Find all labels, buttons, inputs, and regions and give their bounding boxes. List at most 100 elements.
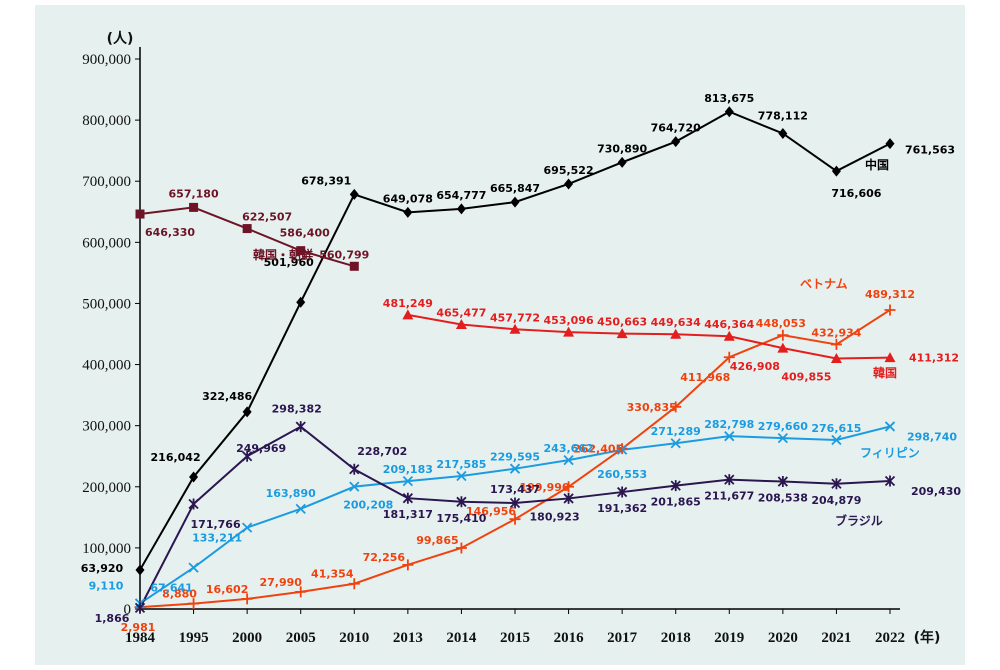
- marker-star: [617, 486, 628, 498]
- marker-x: [242, 522, 253, 533]
- marker-x: [670, 438, 681, 449]
- data-label: 133,211: [192, 532, 242, 545]
- data-label: 229,595: [490, 451, 540, 464]
- y-tick-label: 200,000: [82, 480, 131, 496]
- marker-diamond: [885, 138, 895, 150]
- data-label: 173,437: [490, 483, 540, 496]
- y-tick-label: 500,000: [82, 296, 131, 312]
- marker-x: [456, 470, 467, 482]
- data-label: 216,042: [151, 451, 201, 464]
- marker-plus: [509, 513, 521, 525]
- marker-diamond: [564, 178, 574, 190]
- data-label: 209,183: [383, 463, 433, 476]
- data-label: 813,675: [704, 92, 754, 105]
- data-label: 649,078: [383, 192, 433, 205]
- data-label: 411,968: [680, 371, 730, 384]
- marker-star: [242, 450, 253, 462]
- marker-plus: [670, 401, 682, 413]
- data-label: 2,981: [121, 621, 156, 634]
- data-label: 678,391: [301, 174, 351, 187]
- marker-x: [295, 503, 306, 514]
- data-label: 67,641: [150, 582, 192, 595]
- marker-x: [617, 444, 628, 455]
- data-label: 654,777: [436, 189, 486, 202]
- x-tick-label: 2010: [339, 630, 369, 646]
- marker-diamond: [510, 196, 520, 208]
- y-tick-label: 300,000: [82, 419, 131, 435]
- data-label: 1,866: [95, 612, 130, 625]
- x-axis-unit: (年): [914, 629, 941, 646]
- data-label: 249,969: [236, 442, 286, 455]
- data-label: 457,772: [490, 311, 540, 324]
- data-label: 208,538: [758, 492, 808, 505]
- data-label: 298,382: [272, 403, 322, 416]
- marker-x: [724, 431, 735, 442]
- data-label: 163,890: [266, 487, 316, 500]
- y-tick-label: 100,000: [82, 541, 131, 557]
- data-label: 489,312: [865, 288, 915, 301]
- marker-plus: [777, 329, 789, 341]
- data-label: 27,990: [259, 576, 302, 589]
- data-label: 180,923: [530, 510, 580, 523]
- x-tick-label: 2018: [661, 630, 691, 646]
- y-tick-label: 900,000: [82, 52, 131, 68]
- chart-background: 0 100,000 200,000 300,000 400,000 500,000 600,…: [35, 5, 965, 665]
- data-label: 191,362: [597, 502, 647, 515]
- marker-triangle: [455, 319, 467, 330]
- marker-diamond: [617, 156, 627, 168]
- line-chart: 0 100,000 200,000 300,000 400,000 500,000 600,…: [81, 30, 962, 646]
- data-label: 657,180: [169, 187, 219, 200]
- data-label: 9,110: [89, 579, 124, 592]
- marker-plus: [884, 304, 896, 316]
- x-tick-label: 2013: [393, 630, 423, 646]
- marker-diamond: [296, 296, 306, 308]
- data-label: 778,112: [758, 109, 808, 122]
- x-tick-label: 2022: [875, 630, 905, 646]
- data-label: 99,865: [416, 534, 458, 547]
- marker-star: [295, 421, 306, 433]
- data-label: 175,410: [436, 512, 486, 525]
- y-tick-label: 600,000: [82, 235, 131, 251]
- marker-star: [402, 492, 413, 504]
- marker-diamond: [671, 136, 681, 148]
- data-label: 41,354: [311, 568, 354, 581]
- marker-star: [509, 497, 521, 509]
- marker-diamond: [831, 165, 841, 177]
- marker-triangle: [723, 330, 735, 341]
- data-label: 171,766: [191, 518, 241, 531]
- marker-star: [456, 496, 467, 508]
- marker-plus: [563, 481, 575, 493]
- data-labels: 63,920 216,042 322,486 501,960 678,391 649,07…: [81, 92, 962, 634]
- data-label: 72,256: [363, 551, 406, 564]
- data-label: 764,720: [651, 122, 701, 135]
- marker-x: [402, 476, 413, 487]
- series-markers: [134, 106, 896, 614]
- data-label: 411,312: [909, 352, 959, 365]
- marker-plus: [723, 351, 735, 363]
- marker-star: [777, 476, 788, 488]
- data-label: 243,662: [544, 442, 594, 455]
- data-label: 730,890: [597, 142, 647, 155]
- marker-diamond: [135, 564, 145, 576]
- data-label: 453,096: [544, 314, 594, 327]
- marker-square: [349, 261, 359, 271]
- x-tick-label: 2020: [768, 630, 798, 646]
- marker-x: [831, 434, 842, 446]
- marker-diamond: [189, 471, 199, 483]
- data-label: 16,602: [206, 583, 248, 596]
- marker-x: [349, 481, 360, 492]
- x-tick-label: 2015: [500, 630, 530, 646]
- data-label: 450,663: [597, 316, 647, 329]
- marker-x: [563, 454, 574, 466]
- x-tick-label: 2019: [714, 630, 744, 646]
- marker-plus: [830, 338, 842, 350]
- marker-star: [831, 478, 842, 490]
- marker-diamond: [242, 406, 252, 418]
- y-axis-unit: (人): [107, 30, 134, 47]
- marker-star: [188, 498, 199, 510]
- marker-x: [188, 562, 199, 573]
- data-label: 276,615: [811, 422, 861, 435]
- marker-plus: [402, 559, 414, 571]
- marker-star: [563, 492, 574, 504]
